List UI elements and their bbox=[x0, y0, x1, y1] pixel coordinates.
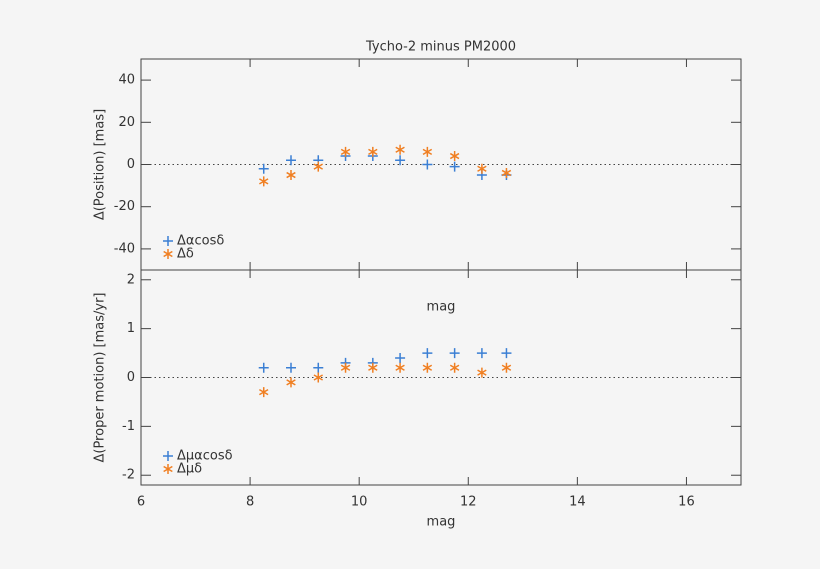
plus-marker bbox=[395, 352, 406, 363]
plus-marker bbox=[449, 161, 460, 172]
plus-marker bbox=[422, 348, 433, 359]
x-tick-label: 16 bbox=[678, 495, 695, 510]
legend-marker bbox=[163, 236, 173, 246]
star-marker bbox=[501, 167, 512, 178]
legend-label: Δδ bbox=[177, 247, 194, 262]
star-marker bbox=[340, 146, 351, 157]
plus-marker bbox=[501, 348, 512, 359]
legend-label: Δαcosδ bbox=[177, 234, 224, 249]
star-marker bbox=[259, 176, 269, 187]
x-tick-label: 6 bbox=[137, 495, 145, 510]
plus-marker bbox=[476, 348, 487, 359]
y-tick-label: 40 bbox=[118, 73, 135, 88]
star-marker bbox=[286, 377, 296, 388]
plus-marker bbox=[395, 155, 406, 166]
star-marker bbox=[449, 362, 460, 373]
y-tick-label: -20 bbox=[114, 199, 135, 214]
star-marker bbox=[477, 367, 487, 378]
plus-marker bbox=[258, 163, 269, 174]
legend-marker bbox=[163, 464, 173, 474]
chart-title: Tycho-2 minus PM2000 bbox=[365, 40, 516, 55]
legend-marker bbox=[163, 249, 173, 259]
star-marker bbox=[368, 146, 378, 157]
x-tick-label: 12 bbox=[460, 495, 477, 510]
plus-marker bbox=[286, 155, 296, 166]
annotation: mag bbox=[427, 300, 456, 315]
y-tick-label: -2 bbox=[122, 468, 135, 483]
plus-marker bbox=[258, 362, 269, 373]
star-marker bbox=[501, 362, 512, 373]
star-marker bbox=[340, 362, 351, 373]
star-marker bbox=[259, 387, 269, 398]
x-tick-label: 10 bbox=[351, 495, 368, 510]
star-marker bbox=[368, 362, 378, 373]
x-tick-label: 8 bbox=[246, 495, 254, 510]
x-axis-label: mag bbox=[427, 515, 456, 530]
star-marker bbox=[313, 161, 323, 172]
star-marker bbox=[395, 144, 405, 155]
y-tick-label: 0 bbox=[127, 370, 135, 385]
plus-marker bbox=[449, 348, 460, 359]
y-tick-label: -1 bbox=[122, 419, 135, 434]
legend-marker bbox=[163, 451, 173, 461]
star-marker bbox=[477, 163, 487, 174]
y-tick-label: -40 bbox=[114, 241, 135, 256]
y-axis-label: Δ(Proper motion) [mas/yr] bbox=[93, 292, 108, 462]
plus-marker bbox=[422, 159, 433, 170]
y-tick-label: 2 bbox=[127, 272, 135, 287]
star-marker bbox=[422, 146, 433, 157]
star-marker bbox=[395, 362, 405, 373]
star-marker bbox=[422, 362, 433, 373]
legend-label: Δμαcosδ bbox=[177, 449, 233, 464]
star-marker bbox=[286, 170, 296, 181]
plus-marker bbox=[286, 362, 296, 373]
y-tick-label: 0 bbox=[127, 157, 135, 172]
x-tick-label: 14 bbox=[569, 495, 586, 510]
plus-marker bbox=[313, 362, 324, 373]
legend-label: Δμδ bbox=[177, 462, 202, 477]
star-marker bbox=[313, 372, 323, 383]
star-marker bbox=[449, 151, 460, 162]
y-tick-label: 20 bbox=[118, 115, 135, 130]
y-axis-label: Δ(Position) [mas] bbox=[93, 109, 108, 220]
y-tick-label: 1 bbox=[127, 321, 135, 336]
